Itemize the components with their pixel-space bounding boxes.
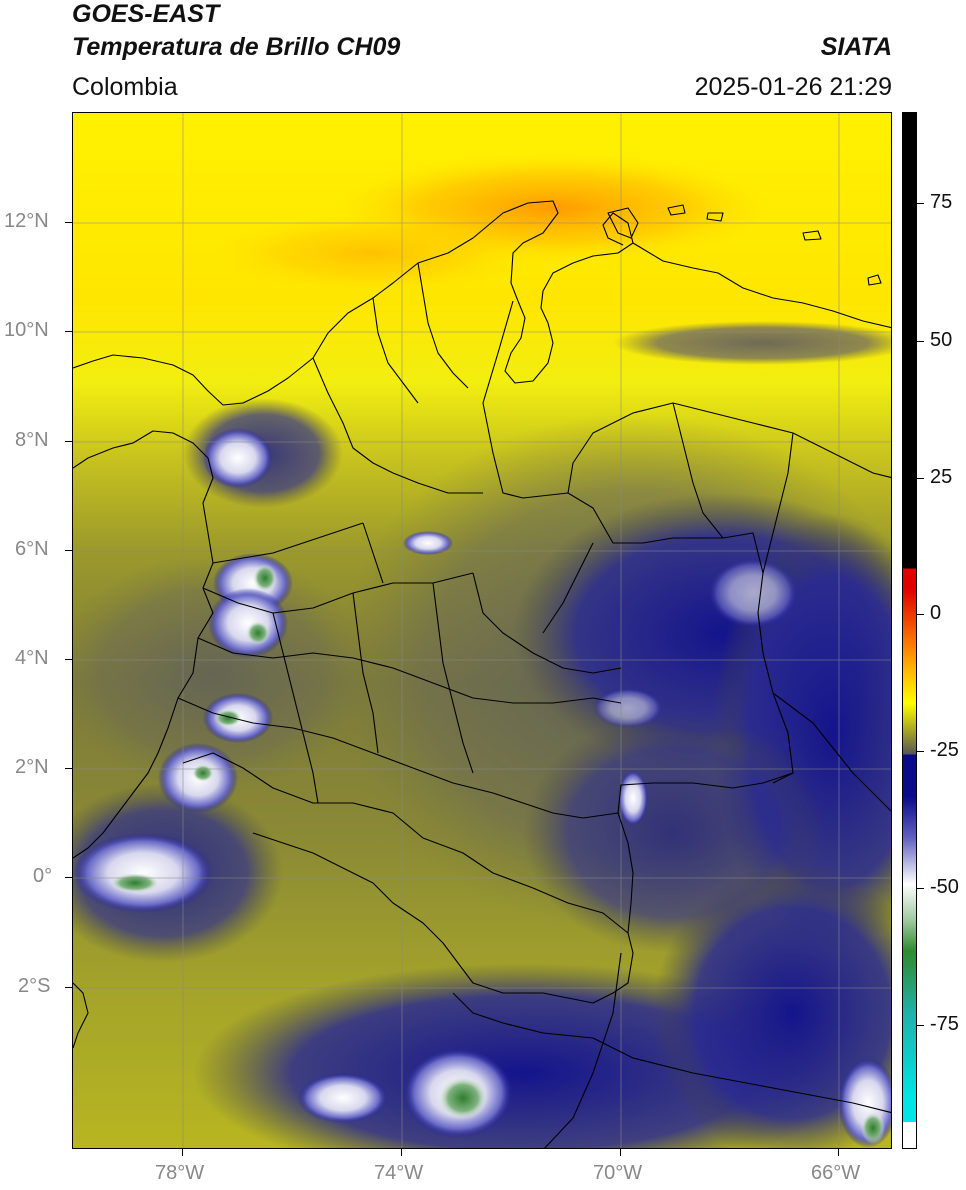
colorbar-label-25: 25 — [930, 466, 953, 488]
colorbar-tick — [917, 478, 924, 479]
timestamp-label: 2025-01-26 21:29 — [694, 73, 892, 101]
map-gridlines — [73, 113, 891, 1148]
lat-label-10n: 10°N — [4, 319, 49, 341]
lon-tick — [620, 1149, 621, 1156]
lon-label-74w: 74°W — [374, 1162, 424, 1184]
colorbar-tick — [917, 751, 924, 752]
title-line-2: Temperatura de Brillo CH09 — [72, 33, 401, 61]
lat-label-4n: 4°N — [15, 647, 49, 669]
colorbar-label-minus50: -50 — [930, 876, 959, 898]
brightness-temperature-field — [73, 113, 891, 1148]
lon-tick — [401, 1149, 402, 1156]
lon-label-78w: 78°W — [155, 1162, 205, 1184]
colorbar-tick — [917, 614, 924, 615]
title-line-1: GOES-EAST — [72, 0, 220, 28]
colorbar-tick — [917, 1025, 924, 1026]
lat-label-0: 0° — [33, 865, 53, 887]
lat-tick — [65, 550, 72, 551]
colorbar-label-75: 75 — [930, 191, 953, 213]
lat-tick — [65, 222, 72, 223]
lat-tick — [65, 768, 72, 769]
lat-tick — [65, 987, 72, 988]
lon-tick — [182, 1149, 183, 1156]
colorbar-tick — [917, 888, 924, 889]
colorbar-label-50: 50 — [930, 329, 953, 351]
colorbar-tick — [917, 341, 924, 342]
lon-tick — [838, 1149, 839, 1156]
lon-label-70w: 70°W — [593, 1162, 643, 1184]
lat-label-12n: 12°N — [4, 210, 49, 232]
lon-label-66w: 66°W — [811, 1162, 861, 1184]
colorbar — [902, 112, 917, 1149]
colorbar-tick — [917, 203, 924, 204]
lat-label-6n: 6°N — [15, 538, 49, 560]
colorbar-label-minus75: -75 — [930, 1013, 959, 1035]
satellite-map — [72, 112, 892, 1149]
lat-tick — [65, 331, 72, 332]
lat-tick — [65, 659, 72, 660]
lat-label-2n: 2°N — [15, 756, 49, 778]
colorbar-label-minus25: -25 — [930, 739, 959, 761]
lat-label-2s: 2°S — [18, 975, 51, 997]
colorbar-label-0: 0 — [930, 602, 942, 624]
country-borders — [73, 200, 891, 1148]
lat-tick — [65, 877, 72, 878]
brand-label: SIATA — [820, 33, 892, 61]
lat-tick — [65, 441, 72, 442]
lat-label-8n: 8°N — [15, 429, 49, 451]
region-label: Colombia — [72, 73, 178, 101]
